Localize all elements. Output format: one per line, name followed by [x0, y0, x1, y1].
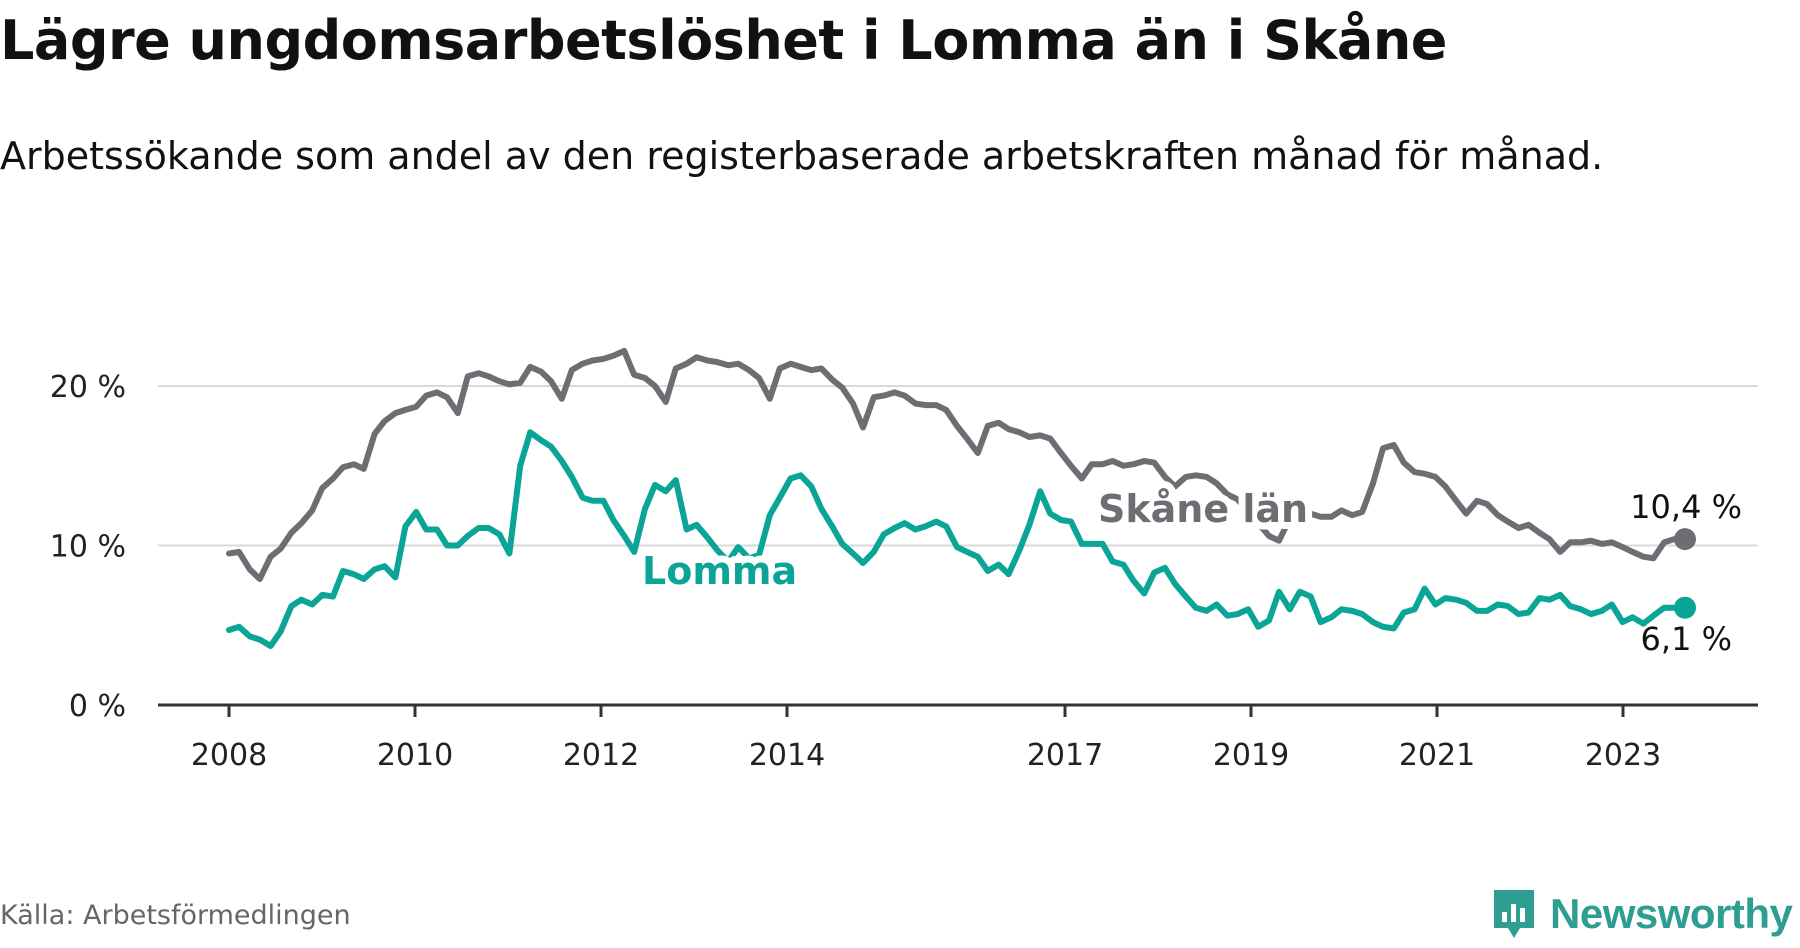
source-note: Källa: Arbetsförmedlingen: [0, 900, 351, 931]
brand-logo[interactable]: Newsworthy: [1490, 884, 1793, 944]
brand-name: Newsworthy: [1550, 890, 1793, 937]
lomma-line: [226, 429, 1688, 649]
skane-end-value: 10,4 %: [1630, 488, 1742, 526]
chart-subtitle: Arbetssökande som andel av den registerb…: [0, 134, 1604, 178]
lomma-series-label-halo: Lomma: [642, 549, 797, 593]
skane-series-label-halo: Skåne län: [1098, 487, 1308, 531]
skane-end-marker: [1674, 528, 1696, 551]
y-tick-label: 0 %: [69, 689, 126, 724]
skane-line: [226, 347, 1688, 582]
x-tick-label: 2014: [749, 738, 825, 773]
x-tick-label: 2008: [191, 738, 267, 773]
chart-title: Lägre ungdomsarbetslöshet i Lomma än i S…: [0, 9, 1447, 72]
x-tick-label: 2019: [1213, 738, 1289, 773]
y-tick-label: 20 %: [50, 370, 126, 405]
y-tick-label: 10 %: [50, 530, 126, 565]
lomma-series-label-text: Lomma: [642, 549, 797, 593]
series-lines: [226, 347, 1696, 649]
newsworthy-logo-icon: [1494, 890, 1534, 938]
x-axis: 2008 2010 2012 2014 2017 2019 2021 2023: [158, 703, 1758, 773]
x-tick-label: 2023: [1585, 738, 1661, 773]
lomma-end-marker: [1674, 596, 1696, 619]
skane-series-label-text: Skåne län: [1098, 487, 1308, 531]
x-tick-label: 2017: [1027, 738, 1103, 773]
y-axis: 0 % 10 % 20 %: [50, 370, 126, 724]
lomma-end-value: 6,1 %: [1641, 620, 1732, 658]
x-tick-label: 2010: [377, 738, 453, 773]
x-tick-label: 2021: [1399, 738, 1475, 773]
x-tick-label: 2012: [563, 738, 639, 773]
